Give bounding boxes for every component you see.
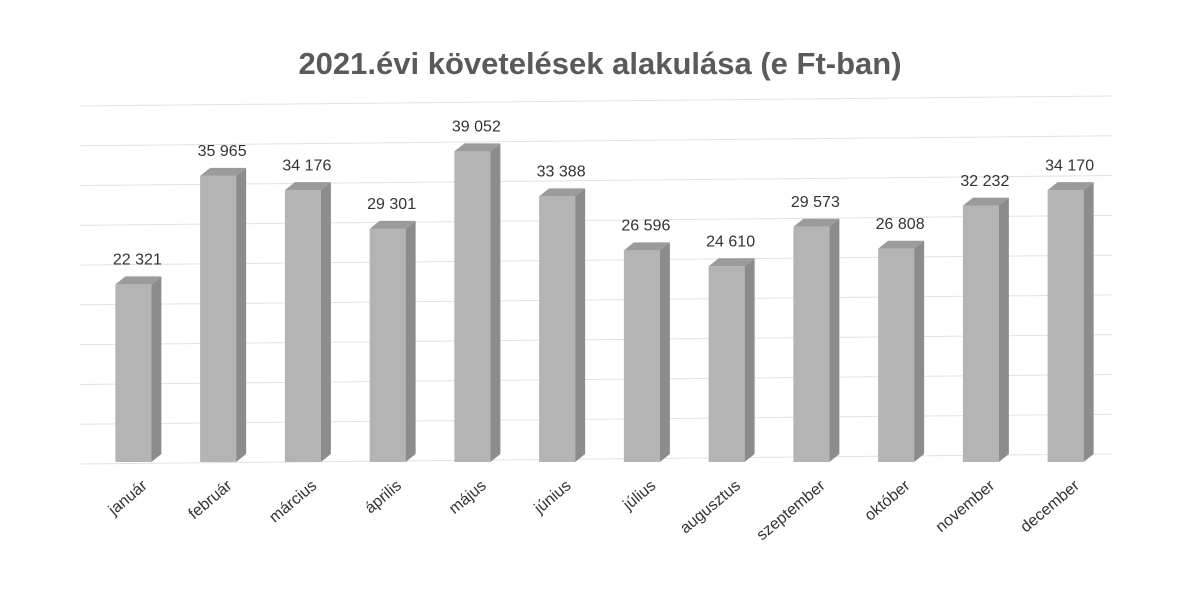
bar-top [115, 276, 162, 285]
bar-top [1047, 182, 1094, 191]
bar-top [200, 167, 247, 176]
x-tick-label: április [362, 477, 405, 517]
bar [1047, 182, 1094, 462]
bar [454, 143, 501, 462]
bar-front [1047, 190, 1084, 462]
bar-side [405, 220, 416, 462]
chart-title: 2021.évi követelések alakulása (e Ft-ban… [298, 46, 901, 81]
bar [708, 258, 755, 462]
bar [793, 218, 840, 462]
grid-line [79, 175, 1113, 187]
x-tick-label: augusztus [677, 477, 744, 537]
bar-side [744, 258, 755, 462]
bar-side [1083, 182, 1094, 462]
value-label: 32 232 [960, 173, 1009, 190]
bar-side [490, 143, 501, 462]
bar [623, 242, 670, 462]
bar-top [793, 218, 840, 227]
value-label: 35 965 [198, 143, 247, 160]
x-tick-label: január [105, 477, 151, 520]
bar-front [369, 228, 406, 462]
bar-front [878, 248, 915, 462]
bar-front [708, 266, 745, 462]
bar-front [284, 190, 321, 462]
x-tick-label: július [620, 477, 660, 514]
bar [539, 188, 586, 462]
bar-front [539, 196, 576, 462]
bar-top [623, 242, 670, 251]
bar-top [962, 197, 1009, 206]
grid-line [79, 135, 1113, 147]
grid-line [79, 413, 1113, 425]
x-tick-label: november [933, 477, 999, 536]
bar-front [962, 205, 999, 462]
bar-side [829, 218, 840, 462]
bar [369, 220, 416, 462]
grid-line [79, 214, 1113, 226]
grid-line [79, 294, 1113, 306]
grid-line [79, 334, 1113, 346]
bar-side [151, 276, 162, 462]
value-label: 26 808 [876, 216, 925, 233]
bar-side [659, 242, 670, 462]
grid-line [79, 95, 1113, 107]
x-tick-label: október [862, 477, 914, 525]
grid-line [79, 254, 1113, 266]
bar-top [454, 143, 501, 152]
x-tick-label: március [266, 477, 320, 526]
value-label: 22 321 [113, 252, 162, 269]
x-tick-label: szeptember [754, 477, 829, 544]
x-tick-label: február [186, 477, 236, 523]
x-tick-label: december [1017, 477, 1083, 536]
bar-top [284, 182, 331, 191]
bar [962, 197, 1009, 462]
x-tick-label: június [531, 477, 575, 518]
bar [200, 167, 247, 462]
bar-side [236, 167, 247, 462]
grid-line [79, 453, 1113, 465]
bar-side [575, 188, 586, 462]
value-label: 29 301 [367, 196, 416, 213]
bar-top [708, 258, 755, 267]
value-label: 26 596 [621, 218, 670, 235]
value-label: 34 170 [1045, 157, 1094, 174]
x-tick-label: május [446, 477, 490, 517]
bar-front [793, 226, 830, 462]
bar-front [454, 151, 491, 462]
value-label: 34 176 [282, 157, 331, 174]
bar-side [914, 240, 925, 462]
bar [115, 276, 162, 462]
bar-side [320, 182, 331, 462]
value-label: 39 052 [452, 119, 501, 136]
bar-top [878, 240, 925, 249]
value-label: 33 388 [537, 164, 586, 181]
bar [878, 240, 925, 462]
bar-front [200, 175, 237, 462]
bar-top [539, 188, 586, 197]
bar-front [623, 250, 660, 462]
bar-top [369, 220, 416, 229]
value-label: 24 610 [706, 233, 755, 250]
bar [284, 182, 331, 462]
grid-line [79, 373, 1113, 385]
bar-side [998, 197, 1009, 462]
value-label: 29 573 [791, 194, 840, 211]
bar-front [115, 284, 152, 462]
